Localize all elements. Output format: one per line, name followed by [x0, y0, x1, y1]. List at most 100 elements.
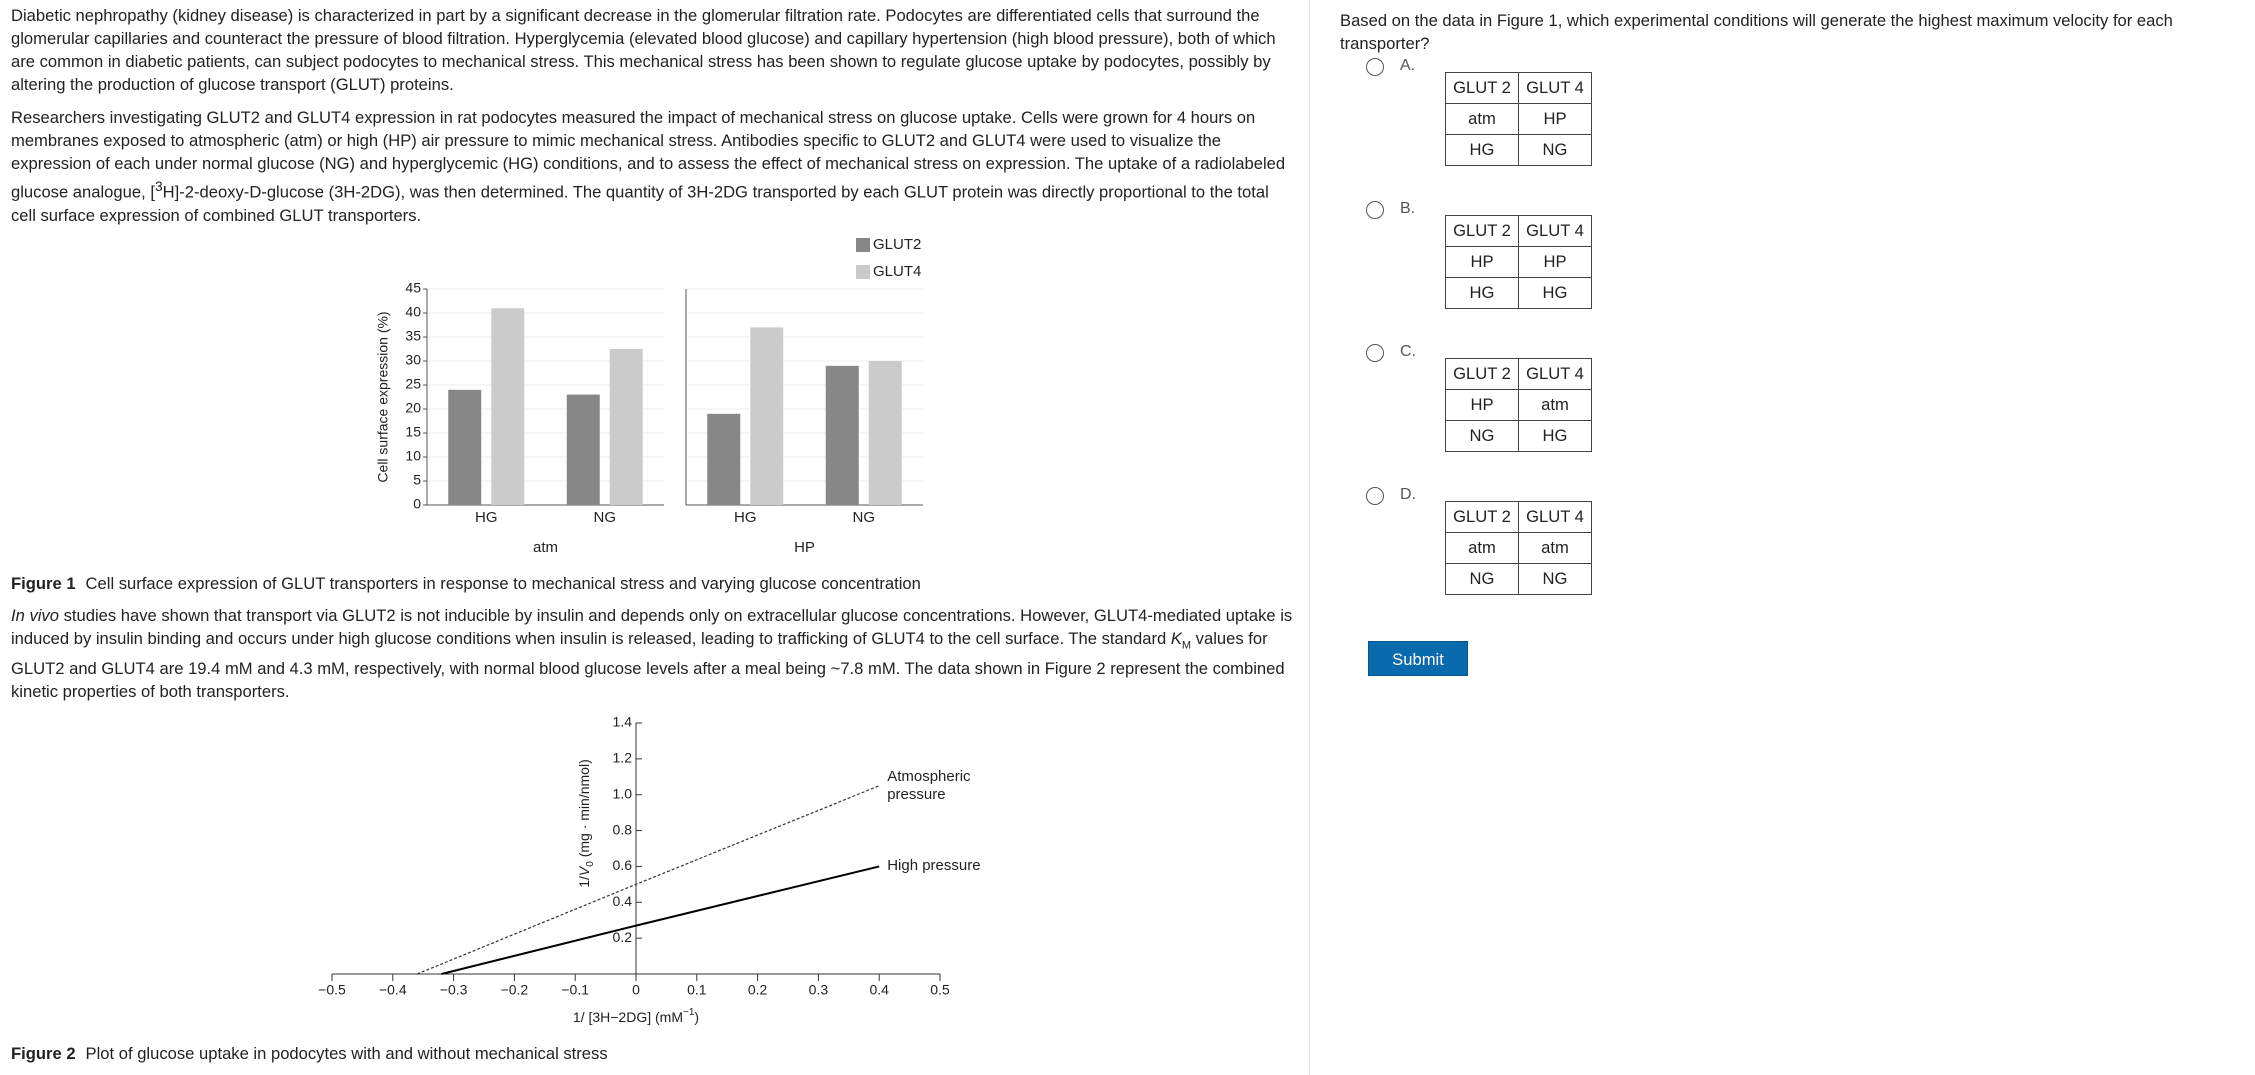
- radio-button[interactable]: [1366, 58, 1384, 76]
- x-axis-label: 1/ [3H−2DG] (mM−1): [573, 1007, 699, 1025]
- group-label: atm: [533, 539, 558, 556]
- paragraph: Researchers investigating GLUT2 and GLUT…: [11, 106, 1293, 227]
- label-part: 1/: [576, 876, 592, 888]
- y-tick-label: 45: [405, 280, 421, 296]
- option-table: GLUT 2 GLUT 4 atm atm NG NG: [1445, 501, 1592, 595]
- option: A. GLUT 2 GLUT 4 atm HP HG NG: [1366, 57, 1666, 198]
- bar: [868, 361, 902, 505]
- submit-button[interactable]: Submit: [1368, 641, 1468, 676]
- table-cell: atm: [1445, 103, 1519, 135]
- figure-caption: Figure 1 Cell surface expression of GLUT …: [11, 572, 921, 595]
- label-part: V: [576, 865, 592, 876]
- bar: [448, 389, 482, 505]
- table-cell: HG: [1445, 134, 1519, 166]
- line-label: High pressure: [887, 857, 981, 875]
- table-header: GLUT 4: [1518, 72, 1592, 104]
- x-tick-label: 0.4: [869, 982, 889, 998]
- table-cell: atm: [1518, 389, 1592, 421]
- table-cell: HP: [1445, 246, 1519, 278]
- x-tick-label: NG: [594, 509, 617, 526]
- y-tick-label: 0.4: [613, 893, 633, 909]
- table-row: HG HG: [1445, 277, 1592, 309]
- table-cell: HG: [1518, 420, 1592, 452]
- x-tick-label: NG: [853, 509, 876, 526]
- x-tick-label: 0.3: [809, 982, 829, 998]
- line: [441, 865, 880, 975]
- x-tick-label: 0.1: [687, 982, 707, 998]
- radio-button[interactable]: [1366, 487, 1384, 505]
- table-cell: HP: [1518, 103, 1592, 135]
- y-tick-label: 1.2: [613, 750, 633, 766]
- table-cell: HG: [1518, 277, 1592, 309]
- y-tick-label: 30: [405, 352, 421, 368]
- table-cell: NG: [1518, 563, 1592, 595]
- paragraph: Diabetic nephropathy (kidney disease) is…: [11, 4, 1293, 96]
- text: Researchers investigating GLUT2 and GLUT…: [11, 108, 1286, 202]
- table-row: GLUT 2 GLUT 4: [1445, 72, 1592, 104]
- table-cell: NG: [1518, 134, 1592, 166]
- bar: [750, 327, 784, 505]
- y-tick-label: 0: [413, 496, 421, 512]
- option-label: D.: [1400, 486, 1416, 503]
- text: studies have shown that transport via GL…: [11, 606, 1293, 648]
- table-header: GLUT 2: [1445, 501, 1519, 533]
- bar: [566, 394, 600, 505]
- text: H]-2-deoxy-D-glucose (3H-2DG), was then …: [11, 182, 1269, 225]
- table-header: GLUT 2: [1445, 358, 1519, 390]
- figures: atm HG NG 0 5 10 15 20 25 30 35 40 45 HP HG NG Cell surf…: [318, 236, 950, 1025]
- table-header: GLUT 2: [1445, 215, 1519, 247]
- table-header: GLUT 4: [1518, 358, 1592, 390]
- line: [416, 785, 880, 975]
- label-part: ): [694, 1009, 699, 1025]
- x-tick-label: −0.5: [318, 982, 346, 998]
- y-tick-label: 25: [405, 376, 421, 392]
- option: D. GLUT 2 GLUT 4 atm atm NG NG: [1366, 486, 1666, 627]
- y-axis-label: 1/V0 (mg · min/nmol): [576, 759, 596, 888]
- label-part: (mg · min/nmol): [576, 759, 592, 861]
- table-row: atm atm: [1445, 532, 1592, 564]
- table-cell: HP: [1518, 246, 1592, 278]
- italic-text: K: [1170, 629, 1182, 648]
- y-tick-label: 40: [405, 304, 421, 320]
- legend-swatch: [856, 238, 870, 252]
- y-tick-label: 0.8: [613, 821, 633, 837]
- table-row: NG HG: [1445, 420, 1592, 452]
- table-cell: atm: [1445, 532, 1519, 564]
- x-tick-label: HG: [734, 509, 757, 526]
- caption-text: Cell surface expression of GLUT transpor…: [85, 574, 921, 593]
- y-tick-label: 1.0: [613, 785, 633, 801]
- radio-button[interactable]: [1366, 344, 1384, 362]
- caption-label: Figure 1: [11, 574, 76, 593]
- figure-caption: Figure 2 Plot of glucose uptake in podocy…: [11, 1042, 608, 1065]
- label-part: 1/ [3H−2DG] (mM: [573, 1009, 683, 1025]
- y-tick-label: 0.6: [613, 857, 633, 873]
- radio-button[interactable]: [1366, 201, 1384, 219]
- table-row: HP HP: [1445, 246, 1592, 278]
- legend-label: GLUT2: [873, 236, 921, 253]
- superscript: 3: [154, 178, 163, 194]
- x-tick-label: HG: [475, 509, 498, 526]
- option-label: A.: [1400, 57, 1416, 74]
- x-tick-label: −0.2: [501, 982, 529, 998]
- y-tick-label: 5: [413, 472, 421, 488]
- italic-text: In vivo: [11, 606, 59, 625]
- table-header: GLUT 2: [1445, 72, 1519, 104]
- legend-label: GLUT4: [873, 263, 921, 280]
- subscript: M: [1181, 639, 1192, 652]
- table-cell: HG: [1445, 277, 1519, 309]
- option-table: GLUT 2 GLUT 4 HP atm NG HG: [1445, 358, 1592, 452]
- table-row: GLUT 2 GLUT 4: [1445, 358, 1592, 390]
- x-tick-label: −0.3: [440, 982, 468, 998]
- bar: [707, 413, 741, 505]
- label-part: −1: [683, 1007, 695, 1018]
- paragraph: In vivo studies have shown that transpor…: [11, 604, 1293, 703]
- table-row: atm HP: [1445, 103, 1592, 135]
- divider: [1309, 0, 1310, 1075]
- y-tick-label: 35: [405, 328, 421, 344]
- option-table: GLUT 2 GLUT 4 atm HP HG NG: [1445, 72, 1592, 166]
- bar: [609, 349, 643, 505]
- x-tick-label: −0.1: [561, 982, 589, 998]
- text: Diabetic nephropathy (kidney disease) is…: [11, 6, 1276, 94]
- y-tick-label: 20: [405, 400, 421, 416]
